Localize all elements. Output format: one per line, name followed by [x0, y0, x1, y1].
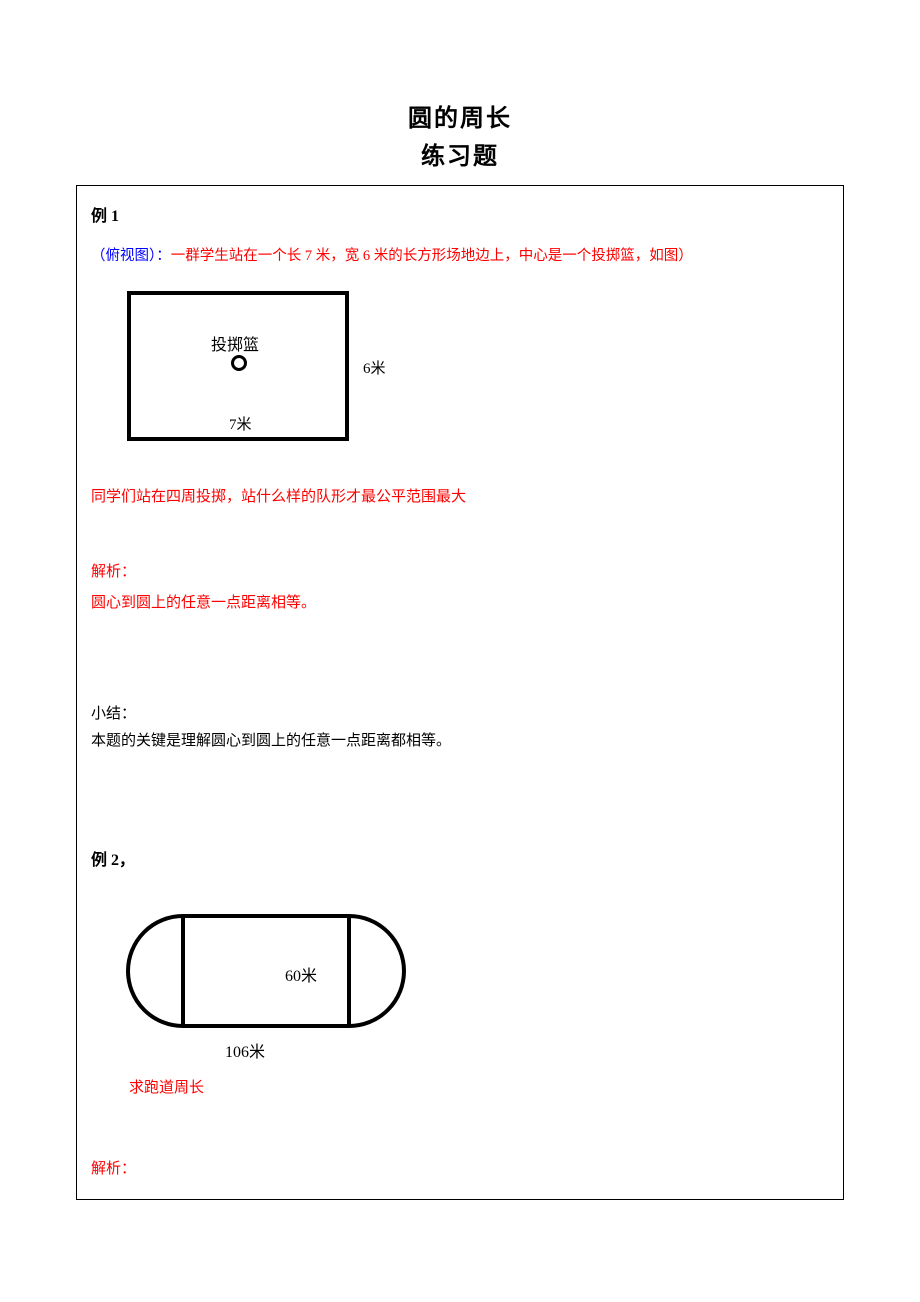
field-height-label: 6米 — [363, 357, 386, 378]
caption-rest: 一群学生站在一个长 7 米，宽 6 米的长方形场地边上，中心是一个投掷篮，如图） — [171, 248, 693, 264]
basket-circle-icon — [231, 355, 247, 371]
example-1-heading: 例 1 — [91, 202, 829, 226]
track-height-label: 60米 — [285, 962, 317, 986]
example-2-question: 求跑道周长 — [129, 1076, 829, 1097]
page-title-line1: 圆的周长 — [0, 100, 920, 138]
example-1-summary-label: 小结： — [91, 702, 829, 723]
track-shape — [105, 910, 425, 1038]
example-1-question: 同学们站在四周投掷，站什么样的队形才最公平范围最大 — [91, 485, 829, 506]
track-width-label: 106米 — [225, 1038, 265, 1062]
example-1-analysis-text: 圆心到圆上的任意一点距离相等。 — [91, 591, 829, 612]
example-1-summary-text: 本题的关键是理解圆心到圆上的任意一点距离都相等。 — [91, 729, 829, 750]
caption-prefix: （俯视图）： — [91, 248, 171, 264]
diagram-2-track: 60米 106米 — [105, 910, 465, 1066]
example-2-analysis-label: 解析： — [91, 1157, 829, 1178]
basket-label: 投掷篮 — [211, 331, 259, 355]
field-width-label: 7米 — [229, 413, 252, 434]
example-2-heading: 例 2， — [91, 846, 829, 870]
example-1-caption: （俯视图）：一群学生站在一个长 7 米，宽 6 米的长方形场地边上，中心是一个投… — [91, 244, 829, 265]
example-1-analysis-label: 解析： — [91, 560, 829, 581]
page-title-line2: 练习题 — [0, 138, 920, 176]
content-container: 例 1 （俯视图）：一群学生站在一个长 7 米，宽 6 米的长方形场地边上，中心… — [76, 185, 844, 1200]
diagram-1-rectangle-field: 投掷篮 7米 6米 — [127, 291, 427, 459]
